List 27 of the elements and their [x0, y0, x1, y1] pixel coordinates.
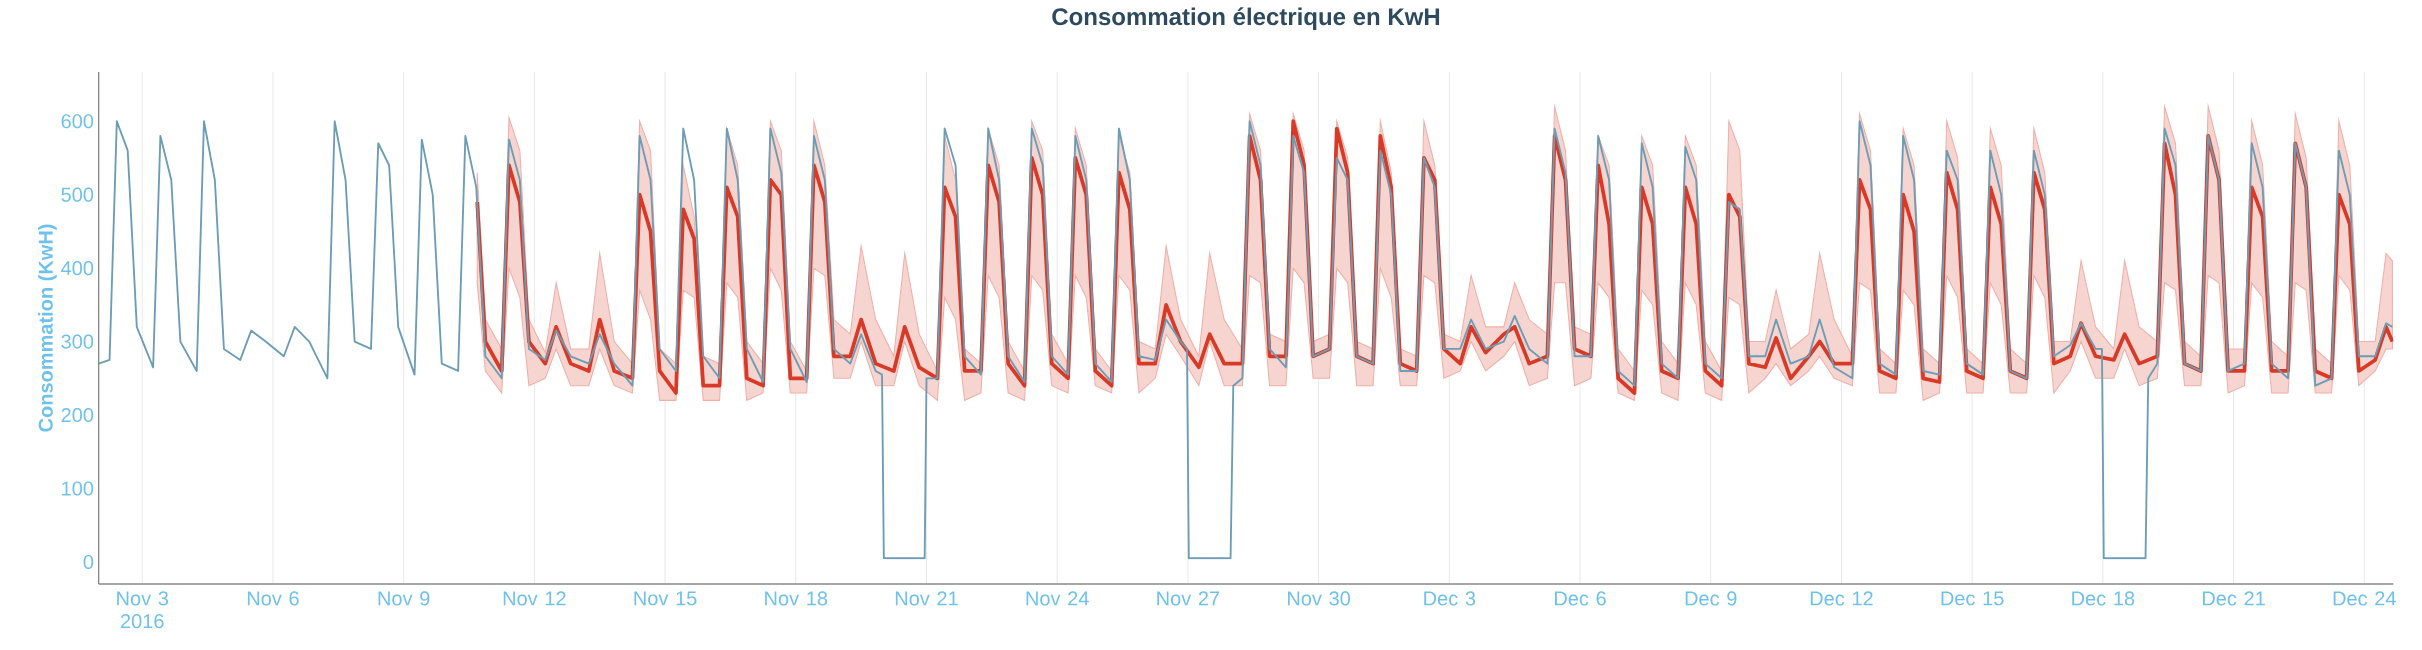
y-tick-label: 200	[61, 407, 94, 423]
x-tick-label: Nov 27	[1157, 591, 1220, 606]
x-tick-label: Nov 12	[503, 591, 566, 606]
x-tick-label: Nov 30	[1288, 591, 1351, 606]
x-tick-label: Nov 3 2016	[117, 591, 169, 629]
chart-title: Consommation électrique en KwH	[1052, 7, 1440, 30]
x-tick-label: Dec 9	[1685, 591, 1737, 606]
y-tick-label: 400	[61, 261, 94, 276]
y-tick-label: 300	[61, 334, 94, 349]
y-tick-label: 500	[61, 187, 94, 202]
y-tick-label: 100	[62, 481, 94, 496]
x-tick-label: Dec 6	[1554, 591, 1606, 606]
x-tick-label: Nov 15	[634, 591, 697, 606]
x-tick-label: Dec 15	[1941, 591, 2004, 606]
x-tick-label: Nov 24	[1026, 591, 1089, 606]
x-tick-label: Nov 18	[765, 591, 828, 606]
y-axis-title: Consommation (KwH)	[38, 224, 57, 432]
x-tick-label: Nov 21	[895, 591, 958, 606]
y-tick-label: 600	[61, 114, 94, 129]
x-tick-label: Dec 24	[2333, 591, 2396, 606]
x-tick-label: Nov 9	[378, 591, 430, 606]
x-tick-label: Dec 3	[1424, 591, 1476, 606]
x-tick-label: Dec 21	[2202, 591, 2265, 606]
x-tick-label: Dec 12	[1810, 591, 1873, 606]
x-tick-label: Dec 18	[2072, 591, 2135, 606]
y-tick-label: 0	[83, 554, 94, 570]
x-tick-label: Nov 6	[247, 591, 299, 606]
